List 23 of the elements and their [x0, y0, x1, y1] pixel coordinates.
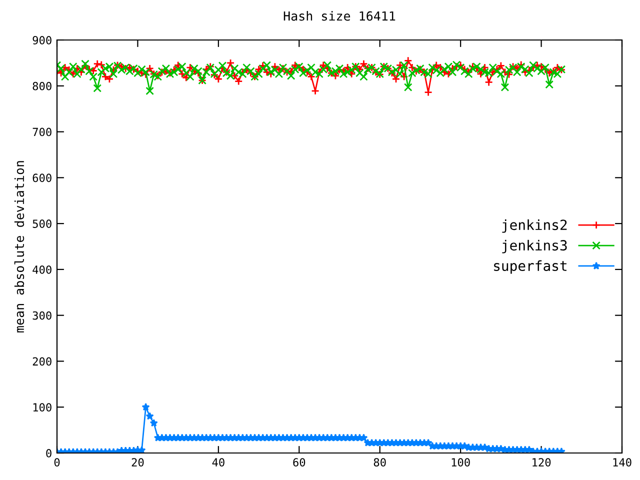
- y-tick-label: 600: [32, 174, 52, 182]
- legend-label: superfast: [494, 260, 566, 274]
- chart-title: Hash size 16411: [284, 11, 396, 21]
- x-tick-label: 0: [54, 458, 60, 467]
- x-tick-label: 140: [613, 458, 632, 467]
- legend-label: jenkins3: [502, 240, 567, 254]
- y-tick-label: 700: [32, 128, 52, 136]
- x-tick-label: 80: [374, 458, 386, 467]
- y-tick-label: 0: [46, 449, 52, 458]
- y-axis-title: mean absolute deviation: [14, 161, 24, 332]
- y-tick-label: 500: [32, 220, 52, 228]
- y-tick-label: 100: [33, 403, 52, 412]
- x-tick-label: 40: [212, 458, 224, 467]
- x-tick-label: 120: [532, 458, 551, 467]
- y-tick-label: 800: [32, 82, 52, 90]
- y-tick-label: 400: [32, 265, 52, 274]
- y-tick-label: 200: [32, 357, 52, 366]
- y-tick-label: 300: [32, 311, 52, 320]
- y-tick-label: 900: [32, 36, 52, 44]
- x-tick-label: 20: [132, 458, 144, 467]
- x-tick-label: 60: [293, 458, 306, 467]
- legend-label: jenkins2: [502, 219, 567, 233]
- x-tick-label: 100: [452, 458, 470, 467]
